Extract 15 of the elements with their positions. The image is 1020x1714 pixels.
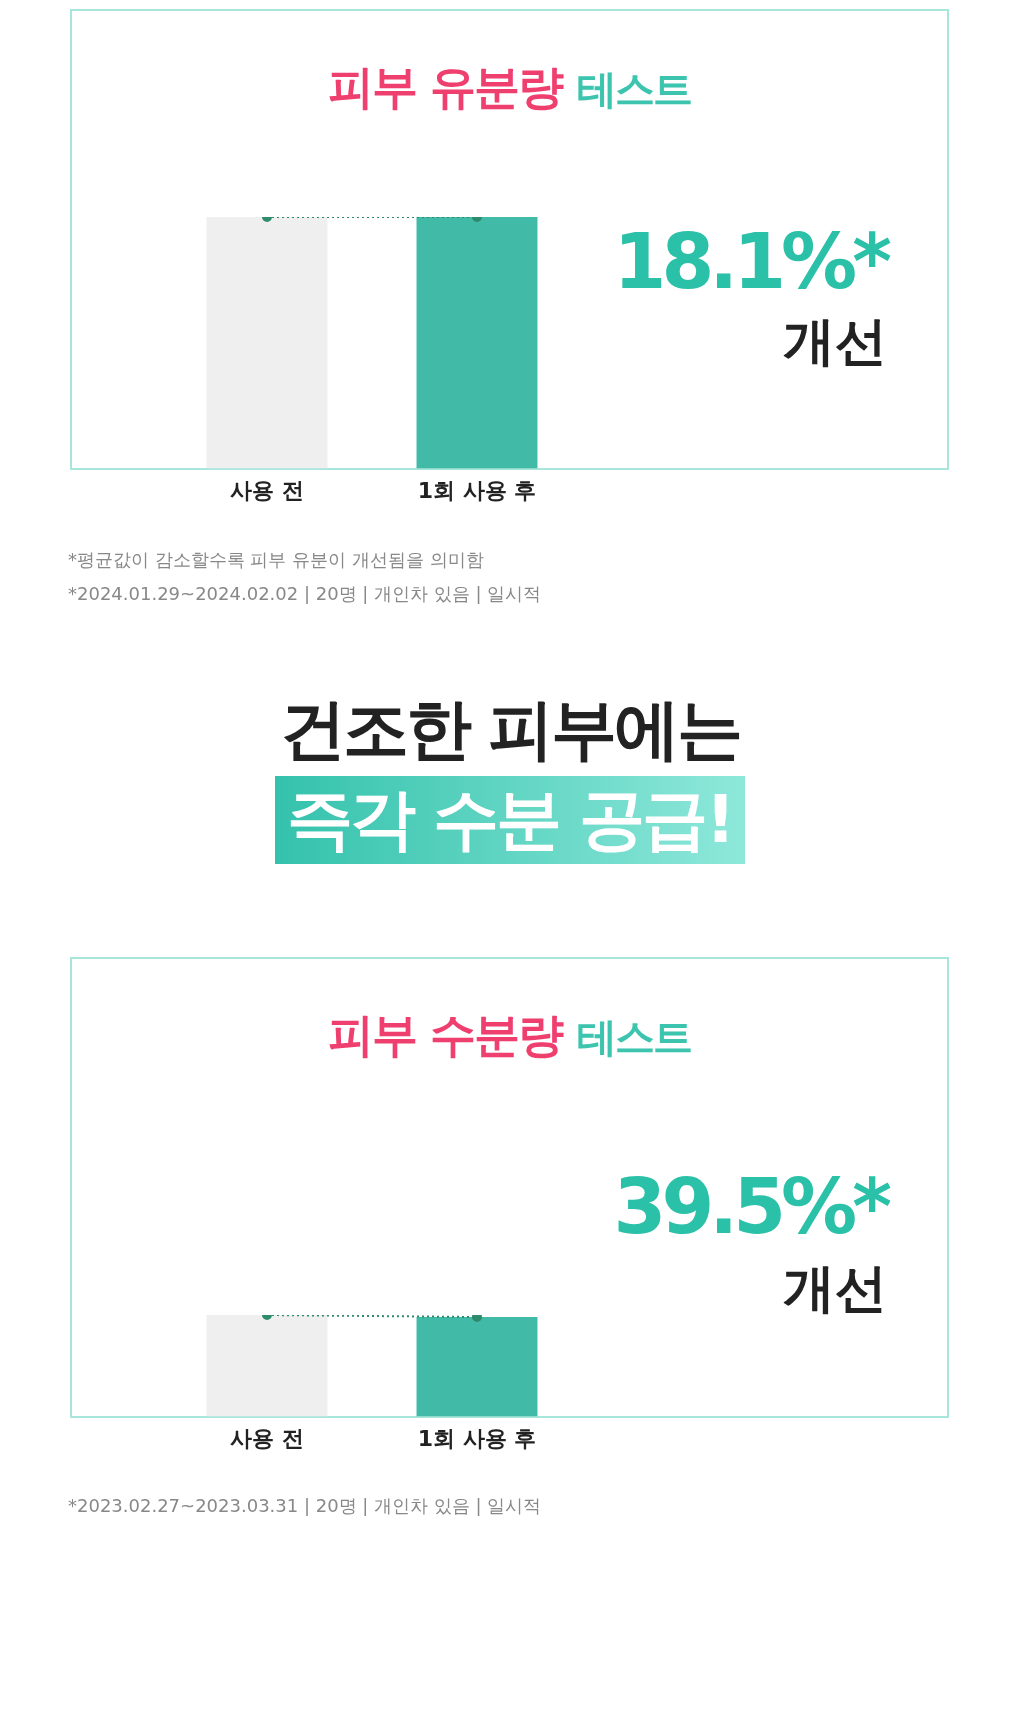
x-tick-label: 1회 사용 후 xyxy=(417,477,537,503)
chart-title: 피부 유분량 테스트 xyxy=(328,60,691,114)
text: 18.1%* xyxy=(613,217,887,306)
text: 건조한 피부에는 xyxy=(278,690,742,770)
text: *평균값이 감소할수록 피부 유분이 개선됨을 의미함 xyxy=(68,548,484,572)
x-tick-label: 1회 사용 후 xyxy=(417,1425,537,1451)
text: 개선 xyxy=(783,1257,887,1320)
text: *2024.01.29~2024.02.02 | 20명 | 개인차 있음 | 일시적 xyxy=(68,582,542,606)
text: 39.5%* xyxy=(613,1162,887,1251)
text: *2023.02.27~2023.03.31 | 20명 | 개인차 있음 | 일시적 xyxy=(68,1494,542,1518)
chart-title: 피부 수분량 테스트 xyxy=(328,1008,691,1062)
text: 즉각 수분 공급! xyxy=(275,776,745,864)
x-tick-label: 사용 전 xyxy=(230,1425,304,1451)
text: 개선 xyxy=(783,310,887,373)
x-tick-label: 사용 전 xyxy=(230,477,304,503)
